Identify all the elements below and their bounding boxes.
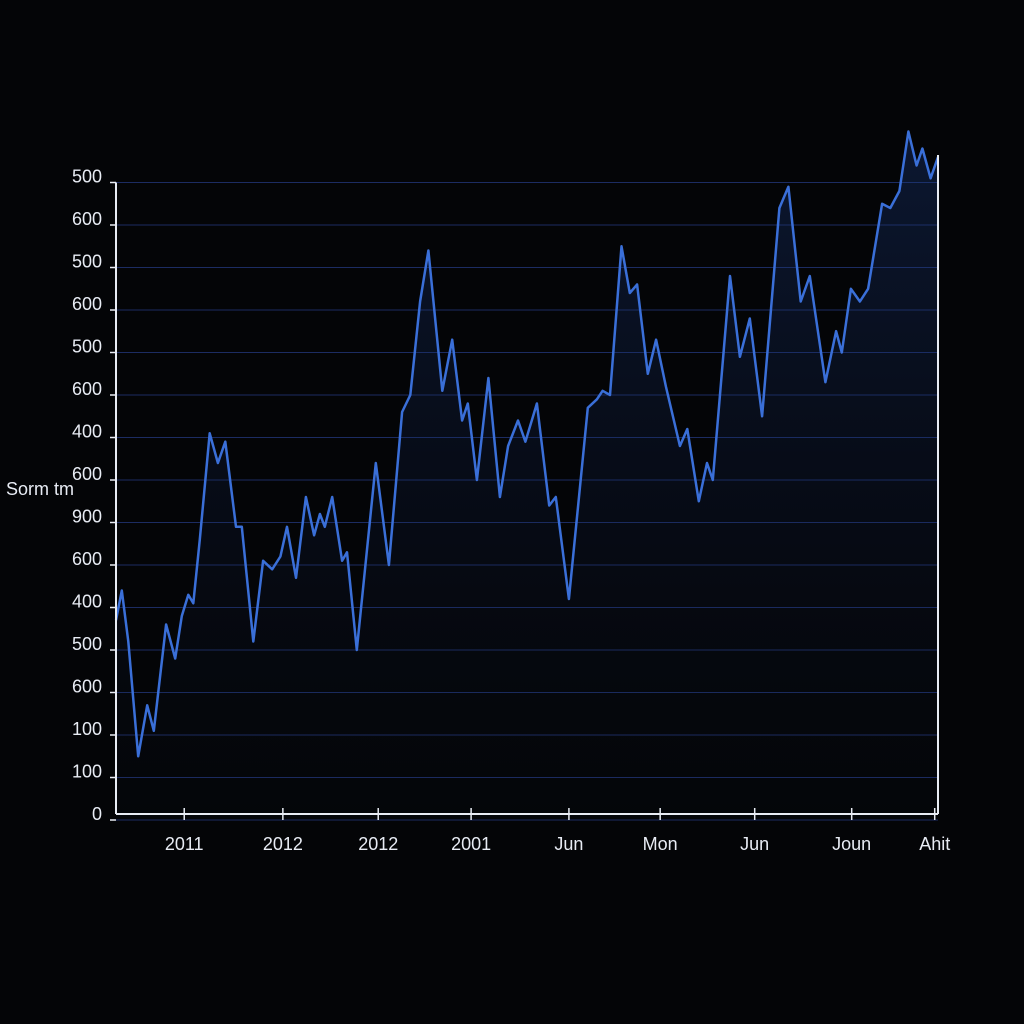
y-tick-label: 600 — [72, 676, 102, 696]
y-tick-label: 100 — [72, 761, 102, 781]
y-tick-label: 900 — [72, 506, 102, 526]
y-tick-label: 500 — [72, 336, 102, 356]
y-tick-label: 600 — [72, 549, 102, 569]
y-tick-label: 600 — [72, 464, 102, 484]
x-tick-label: 2012 — [358, 834, 398, 854]
y-tick-label: 600 — [72, 379, 102, 399]
y-tick-label: 600 — [72, 209, 102, 229]
line — [114, 130, 940, 758]
y-tick-label: 400 — [72, 421, 102, 441]
y-tick-label: 600 — [72, 294, 102, 314]
y-tick-label: 100 — [72, 719, 102, 739]
y-tick-label: 500 — [72, 251, 102, 271]
y-tick-label: 400 — [72, 591, 102, 611]
y-tick-label: 500 — [72, 634, 102, 654]
y-tick-label: 0 — [92, 804, 102, 824]
x-tick-label: 2012 — [263, 834, 303, 854]
x-tick-label: 2001 — [451, 834, 491, 854]
x-tick-label: Mon — [643, 834, 678, 854]
x-tick-label: 2011 — [165, 834, 204, 854]
x-tick-label: Joun — [832, 834, 871, 854]
x-tick-label: Jun — [554, 834, 583, 854]
x-tick-label: Jun — [740, 834, 769, 854]
y-axis-label: Sorm tm — [6, 479, 74, 499]
x-tick-label: Ahit — [919, 834, 950, 854]
y-tick-label: 500 — [72, 166, 102, 186]
